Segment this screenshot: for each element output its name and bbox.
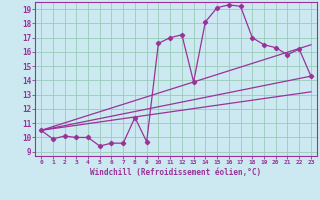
X-axis label: Windchill (Refroidissement éolien,°C): Windchill (Refroidissement éolien,°C) — [91, 168, 261, 177]
